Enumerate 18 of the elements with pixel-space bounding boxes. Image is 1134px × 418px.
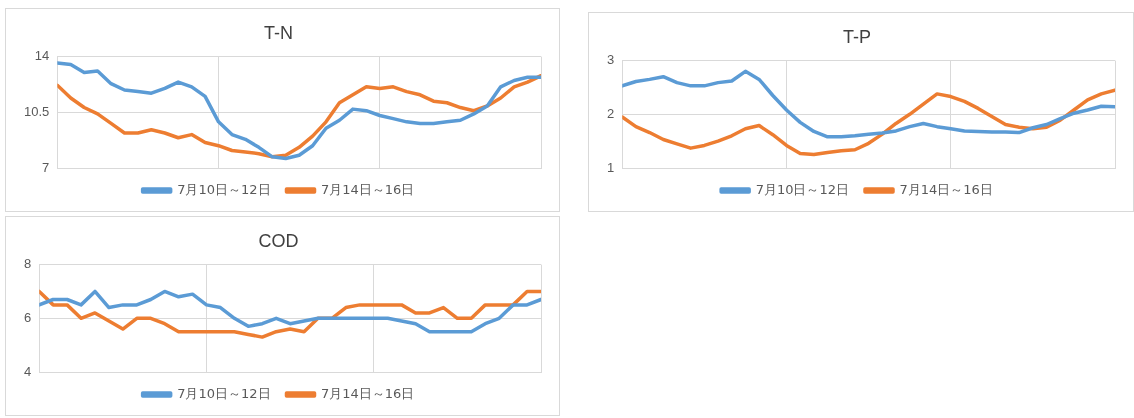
y-tick-label: 8 [24, 256, 32, 272]
chart-title: T-P [842, 26, 872, 47]
legend-label: 7月14日～16日 [321, 181, 415, 197]
legend-label: 7月10日～12日 [177, 385, 271, 401]
y-tick-label: 6 [24, 309, 32, 325]
y-tick-label: 14 [34, 48, 50, 64]
y-tick-label: 2 [607, 105, 615, 121]
y-tick-label: 1 [607, 159, 615, 175]
y-tick-label: 4 [24, 363, 32, 379]
y-tick-label: 3 [607, 52, 615, 68]
legend-label: 7月14日～16日 [321, 385, 415, 401]
chart-title: T-N [264, 22, 293, 43]
chart-title: COD [258, 230, 299, 251]
legend-label: 7月10日～12日 [177, 181, 271, 197]
y-tick-label: 10.5 [23, 103, 50, 119]
legend-label: 7月10日～12日 [755, 181, 849, 197]
y-tick-label: 7 [42, 159, 50, 175]
legend-label: 7月14日～16日 [899, 181, 993, 197]
